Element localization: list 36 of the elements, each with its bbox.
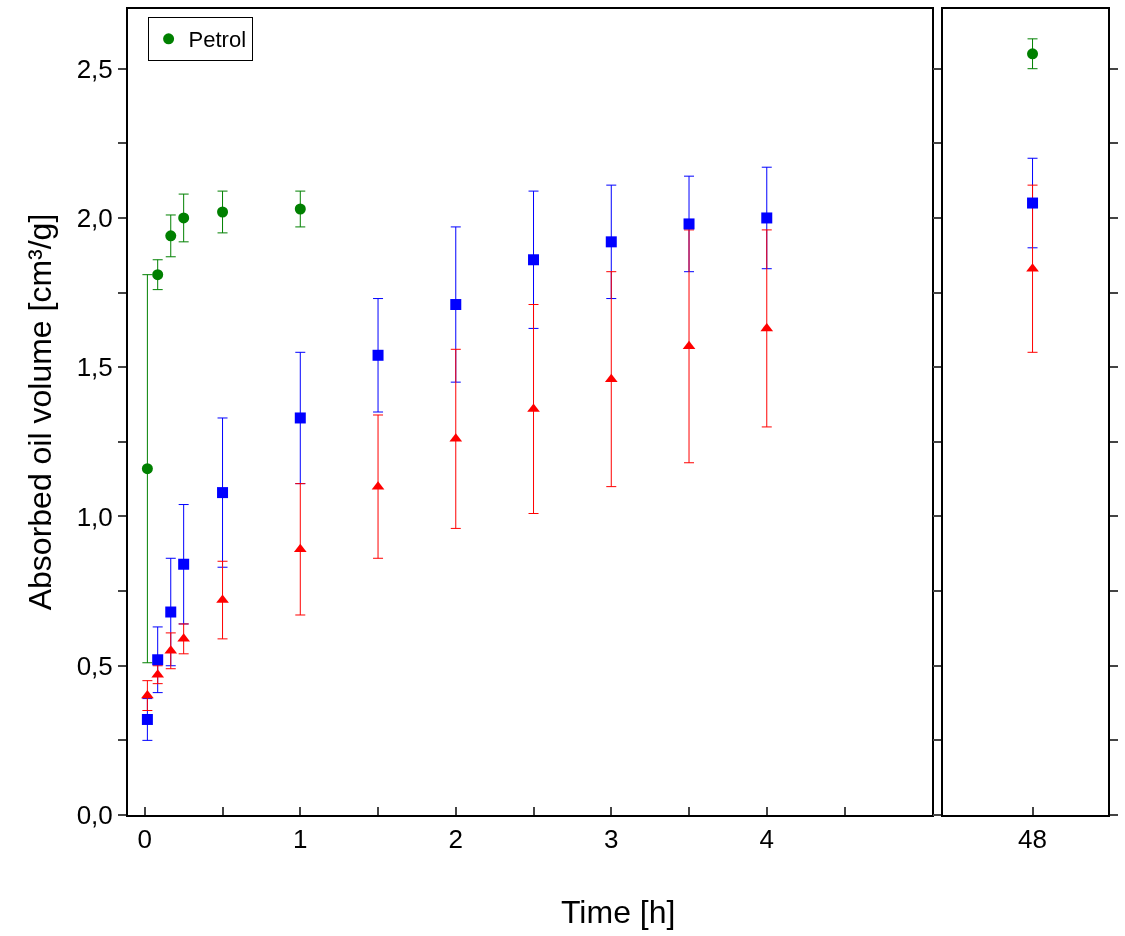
x-tick-label: 1 [293,824,308,855]
point [293,543,307,553]
point [217,487,229,499]
point [165,230,177,242]
x-tick-label: 4 [759,824,774,855]
point [152,269,164,281]
x-tick-label: 0 [137,824,153,855]
point [165,606,177,618]
point [178,558,190,570]
point [294,412,306,424]
point [141,463,153,475]
legend-label: Petrol [188,27,247,53]
y-tick-label: 0,5 [76,650,113,681]
point [605,236,617,248]
y-tick-label: 2,0 [76,203,113,234]
y-tick-label: 1,0 [76,501,113,532]
point [294,203,306,215]
point [761,212,773,224]
point [528,254,540,266]
point [450,299,462,311]
x-axis-title: Time [h] [561,894,676,930]
y-tick-label: 2,5 [76,53,113,84]
point [760,322,774,332]
point [217,206,229,218]
x-tick-label: 3 [604,824,619,855]
x-tick-label: 2 [448,824,464,855]
point [178,212,190,224]
y-tick-label: 1,5 [76,352,113,383]
point [682,340,696,350]
y-axis-title: Absorbed oil volume [cm³/g] [22,213,59,611]
point [141,713,153,725]
x-tick-label: 48 [1018,824,1047,855]
point [372,349,384,361]
y-tick-label: 0,0 [76,800,113,831]
point [683,218,695,230]
point [152,654,164,666]
